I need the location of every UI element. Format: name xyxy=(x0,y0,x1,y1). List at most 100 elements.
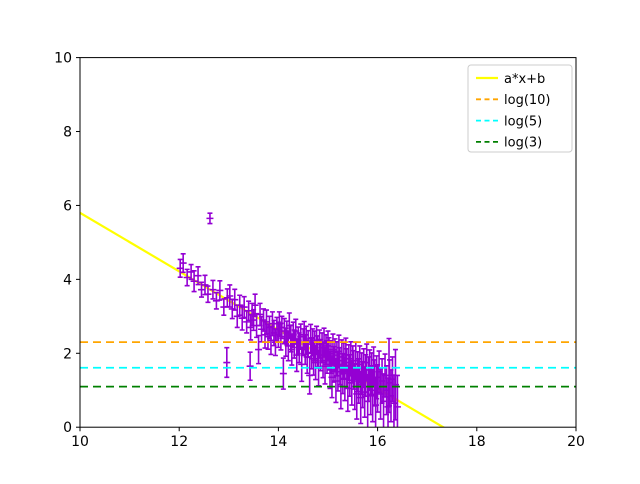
x-tick-label: 16 xyxy=(369,434,387,450)
errorbar-point xyxy=(280,317,288,345)
errorbar-point xyxy=(325,336,333,370)
errorbar-point xyxy=(301,334,309,366)
errorbar-point xyxy=(354,351,362,393)
errorbar-point xyxy=(373,355,381,400)
errorbar-point xyxy=(380,373,388,428)
y-tick-label: 4 xyxy=(63,272,72,288)
errorbar-point xyxy=(297,323,305,351)
y-tick-label: 6 xyxy=(63,198,72,214)
errorbar-point xyxy=(226,284,234,308)
errorbar-point xyxy=(330,345,338,383)
errorbar-point xyxy=(322,334,330,366)
errorbar-point xyxy=(194,265,202,286)
legend-item-log3: log(3) xyxy=(476,136,542,151)
errorbar-point xyxy=(358,352,366,396)
errorbar-point xyxy=(359,360,367,409)
errorbar-point xyxy=(255,334,263,365)
errorbar-point xyxy=(277,322,285,351)
errorbar-point xyxy=(212,291,220,310)
errorbar-point xyxy=(336,346,344,386)
errorbar-point xyxy=(267,325,275,356)
errorbar-point xyxy=(262,309,270,335)
errorbar-point xyxy=(268,311,276,337)
errorbar-point xyxy=(246,351,254,382)
errorbar-point xyxy=(294,326,302,355)
errorbar-point xyxy=(278,315,286,340)
x-tick-label: 10 xyxy=(71,434,89,450)
errorbar-point xyxy=(378,358,386,404)
errorbar-point xyxy=(345,343,353,382)
errorbar-point xyxy=(251,293,259,318)
errorbar-point xyxy=(306,356,314,395)
errorbar-point xyxy=(335,334,343,369)
errorbar-point xyxy=(347,341,355,377)
errorbar-point xyxy=(344,364,352,413)
errorbar-point xyxy=(290,329,298,359)
legend-item-log10: log(10) xyxy=(476,93,551,108)
errorbar-point xyxy=(387,369,395,423)
errorbar-point xyxy=(190,270,198,293)
errorbar-point xyxy=(260,308,268,332)
errorbar-point xyxy=(375,350,383,394)
x-tick-label: 12 xyxy=(170,434,188,450)
errorbar-point xyxy=(204,285,212,304)
legend: a*x+b log(10) log(5) log(3) xyxy=(467,64,573,153)
errorbar-point xyxy=(390,374,398,428)
errorbar-point xyxy=(282,327,290,358)
y-tick-label: 10 xyxy=(54,51,72,67)
axes-frame xyxy=(79,57,577,428)
errorbar-point xyxy=(334,351,342,392)
errorbar-point xyxy=(384,377,392,428)
errorbar-point xyxy=(264,323,272,351)
errorbar-point xyxy=(283,320,291,346)
errorbar-point xyxy=(383,365,391,416)
errorbar-point xyxy=(361,366,369,419)
legend-item-log5: log(5) xyxy=(476,114,542,129)
errorbar-point xyxy=(324,330,332,362)
errorbar-point xyxy=(357,370,365,425)
errorbar-point xyxy=(273,316,281,342)
errorbar-point xyxy=(284,330,292,362)
errorbar-point xyxy=(363,343,371,382)
x-tick-label: 20 xyxy=(567,434,585,450)
errorbar-point xyxy=(223,346,231,379)
x-tick-label: 14 xyxy=(269,434,287,450)
errorbar-point xyxy=(216,280,224,301)
errorbar-point xyxy=(350,349,358,390)
errorbar-point xyxy=(220,298,228,317)
errorbar-series xyxy=(176,212,401,428)
errorbar-point xyxy=(198,281,206,298)
errorbar-point xyxy=(386,359,394,407)
errorbar-point xyxy=(388,356,396,403)
errorbar-point xyxy=(231,288,239,311)
legend-box xyxy=(467,64,573,153)
errorbar-point xyxy=(319,342,327,379)
errorbar-point xyxy=(339,352,347,395)
errorbar-point xyxy=(317,338,325,372)
errorbar-point xyxy=(391,348,399,421)
legend-label: log(3) xyxy=(504,136,542,151)
errorbar-point xyxy=(381,353,389,398)
errorbar-point xyxy=(270,319,278,347)
errorbar-point xyxy=(209,279,217,300)
errorbar-point xyxy=(333,341,341,377)
errorbar-point xyxy=(293,338,301,373)
plot-content xyxy=(80,211,576,428)
errorbar-point xyxy=(353,368,361,420)
errorbar-point xyxy=(248,302,256,327)
errorbar-point xyxy=(356,345,364,384)
errorbar-point xyxy=(321,347,329,385)
errorbar-point xyxy=(258,315,266,343)
y-tick-label: 2 xyxy=(63,346,72,362)
errorbar-point xyxy=(279,357,287,390)
errorbar-point xyxy=(355,358,363,404)
errorbar-point xyxy=(318,332,326,364)
legend-label: log(10) xyxy=(504,93,551,108)
x-axis: 10 12 14 16 18 20 xyxy=(71,427,585,450)
errorbar-point xyxy=(342,337,350,373)
errorbar-point xyxy=(341,356,349,402)
y-tick-label: 8 xyxy=(63,125,72,141)
errorbar-point xyxy=(287,324,295,353)
